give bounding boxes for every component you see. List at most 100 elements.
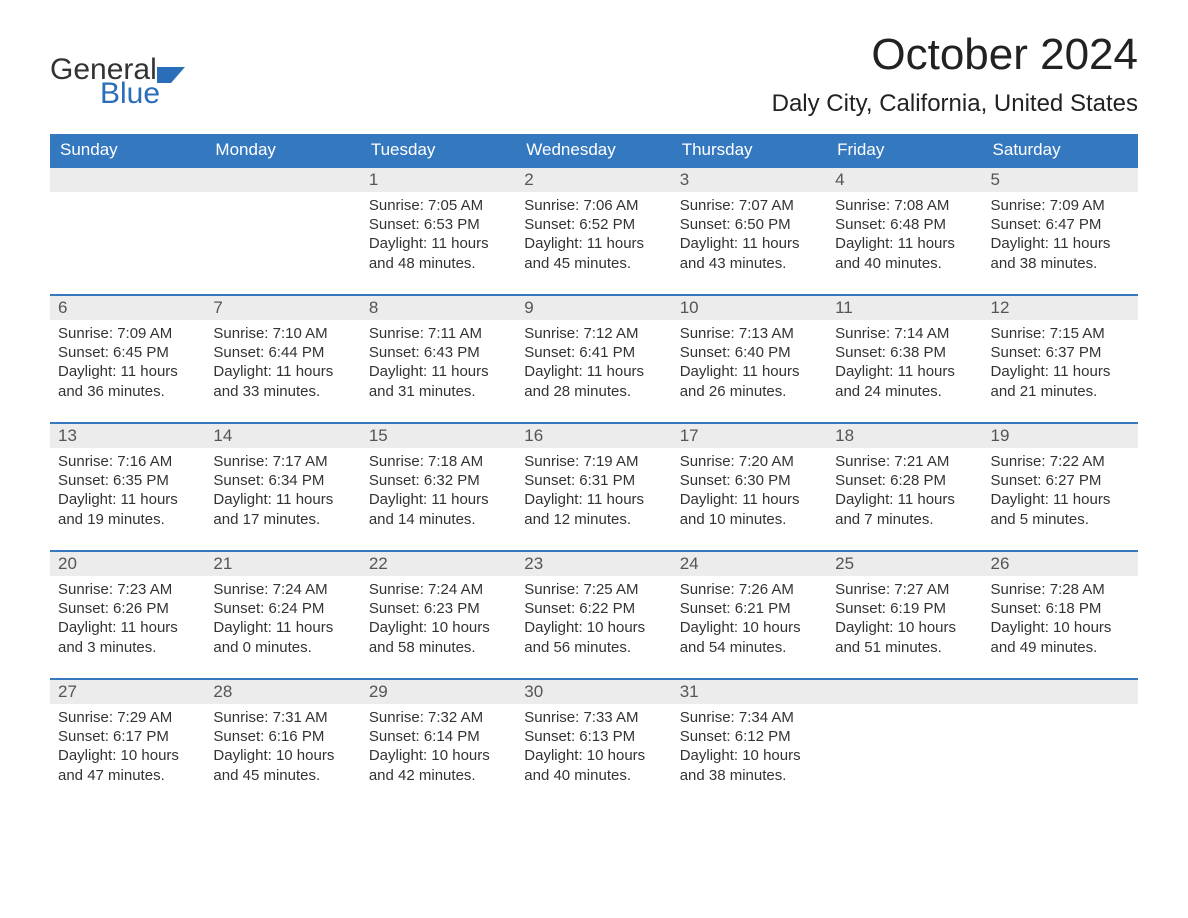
calendar-cell: 12Sunrise: 7:15 AMSunset: 6:37 PMDayligh… — [983, 295, 1138, 423]
day-body: Sunrise: 7:05 AMSunset: 6:53 PMDaylight:… — [361, 192, 516, 281]
day-body: Sunrise: 7:28 AMSunset: 6:18 PMDaylight:… — [983, 576, 1138, 665]
calendar-cell: 11Sunrise: 7:14 AMSunset: 6:38 PMDayligh… — [827, 295, 982, 423]
sunrise-text: Sunrise: 7:26 AM — [680, 580, 819, 599]
calendar-body: 1Sunrise: 7:05 AMSunset: 6:53 PMDaylight… — [50, 167, 1138, 807]
day-body: Sunrise: 7:24 AMSunset: 6:24 PMDaylight:… — [205, 576, 360, 665]
day-number: 15 — [361, 424, 516, 448]
calendar-head: SundayMondayTuesdayWednesdayThursdayFrid… — [50, 134, 1138, 167]
daylight-text: Daylight: 11 hours and 21 minutes. — [991, 362, 1130, 400]
sunset-text: Sunset: 6:21 PM — [680, 599, 819, 618]
daylight-text: Daylight: 10 hours and 51 minutes. — [835, 618, 974, 656]
sunset-text: Sunset: 6:50 PM — [680, 215, 819, 234]
day-body — [983, 704, 1138, 794]
daylight-text: Daylight: 11 hours and 43 minutes. — [680, 234, 819, 272]
day-body — [205, 192, 360, 282]
sunset-text: Sunset: 6:18 PM — [991, 599, 1130, 618]
sunrise-text: Sunrise: 7:19 AM — [524, 452, 663, 471]
calendar-cell: 20Sunrise: 7:23 AMSunset: 6:26 PMDayligh… — [50, 551, 205, 679]
sunset-text: Sunset: 6:28 PM — [835, 471, 974, 490]
daylight-text: Daylight: 10 hours and 47 minutes. — [58, 746, 197, 784]
sunrise-text: Sunrise: 7:24 AM — [213, 580, 352, 599]
daylight-text: Daylight: 10 hours and 40 minutes. — [524, 746, 663, 784]
logo-text: General Blue — [50, 55, 185, 109]
sunset-text: Sunset: 6:14 PM — [369, 727, 508, 746]
day-number: 24 — [672, 552, 827, 576]
sunrise-text: Sunrise: 7:33 AM — [524, 708, 663, 727]
day-number: 9 — [516, 296, 671, 320]
sunset-text: Sunset: 6:27 PM — [991, 471, 1130, 490]
calendar-cell — [205, 167, 360, 295]
title-block: October 2024 Daly City, California, Unit… — [772, 30, 1138, 128]
daylight-text: Daylight: 11 hours and 31 minutes. — [369, 362, 508, 400]
daylight-text: Daylight: 11 hours and 17 minutes. — [213, 490, 352, 528]
sunrise-text: Sunrise: 7:06 AM — [524, 196, 663, 215]
calendar-cell: 8Sunrise: 7:11 AMSunset: 6:43 PMDaylight… — [361, 295, 516, 423]
sunset-text: Sunset: 6:45 PM — [58, 343, 197, 362]
calendar-cell: 23Sunrise: 7:25 AMSunset: 6:22 PMDayligh… — [516, 551, 671, 679]
day-body: Sunrise: 7:10 AMSunset: 6:44 PMDaylight:… — [205, 320, 360, 409]
sunrise-text: Sunrise: 7:21 AM — [835, 452, 974, 471]
calendar-cell: 3 Sunrise: 7:07 AMSunset: 6:50 PMDaylight… — [672, 167, 827, 295]
sunset-text: Sunset: 6:22 PM — [524, 599, 663, 618]
daylight-text: Daylight: 11 hours and 40 minutes. — [835, 234, 974, 272]
day-number: 10 — [672, 296, 827, 320]
calendar-cell — [50, 167, 205, 295]
day-body — [827, 704, 982, 794]
daylight-text: Daylight: 11 hours and 12 minutes. — [524, 490, 663, 528]
sunrise-text: Sunrise: 7:17 AM — [213, 452, 352, 471]
calendar-cell: 14Sunrise: 7:17 AMSunset: 6:34 PMDayligh… — [205, 423, 360, 551]
calendar-cell: 31Sunrise: 7:34 AMSunset: 6:12 PMDayligh… — [672, 679, 827, 807]
day-body: Sunrise: 7:26 AMSunset: 6:21 PMDaylight:… — [672, 576, 827, 665]
day-number: 3 — [672, 168, 827, 192]
day-number: 29 — [361, 680, 516, 704]
daylight-text: Daylight: 11 hours and 48 minutes. — [369, 234, 508, 272]
sunset-text: Sunset: 6:47 PM — [991, 215, 1130, 234]
sunset-text: Sunset: 6:44 PM — [213, 343, 352, 362]
calendar-cell: 1Sunrise: 7:05 AMSunset: 6:53 PMDaylight… — [361, 167, 516, 295]
calendar-cell: 29Sunrise: 7:32 AMSunset: 6:14 PMDayligh… — [361, 679, 516, 807]
month-title: October 2024 — [772, 30, 1138, 80]
day-body: Sunrise: 7:18 AMSunset: 6:32 PMDaylight:… — [361, 448, 516, 537]
sunset-text: Sunset: 6:23 PM — [369, 599, 508, 618]
calendar-cell: 25Sunrise: 7:27 AMSunset: 6:19 PMDayligh… — [827, 551, 982, 679]
day-number: 25 — [827, 552, 982, 576]
calendar-cell: 16Sunrise: 7:19 AMSunset: 6:31 PMDayligh… — [516, 423, 671, 551]
sunrise-text: Sunrise: 7:31 AM — [213, 708, 352, 727]
column-header: Tuesday — [361, 134, 516, 167]
day-number: 17 — [672, 424, 827, 448]
sunrise-text: Sunrise: 7:16 AM — [58, 452, 197, 471]
logo: General Blue — [50, 55, 185, 109]
column-header: Wednesday — [516, 134, 671, 167]
calendar-cell: 28Sunrise: 7:31 AMSunset: 6:16 PMDayligh… — [205, 679, 360, 807]
day-body: Sunrise: 7:11 AMSunset: 6:43 PMDaylight:… — [361, 320, 516, 409]
day-body: Sunrise: 7:12 AMSunset: 6:41 PMDaylight:… — [516, 320, 671, 409]
sunrise-text: Sunrise: 7:18 AM — [369, 452, 508, 471]
sunset-text: Sunset: 6:34 PM — [213, 471, 352, 490]
day-body — [50, 192, 205, 282]
day-body: Sunrise: 7:32 AMSunset: 6:14 PMDaylight:… — [361, 704, 516, 793]
sunrise-text: Sunrise: 7:23 AM — [58, 580, 197, 599]
sunrise-text: Sunrise: 7:07 AM — [680, 196, 819, 215]
daylight-text: Daylight: 10 hours and 38 minutes. — [680, 746, 819, 784]
day-number — [50, 168, 205, 192]
daylight-text: Daylight: 11 hours and 45 minutes. — [524, 234, 663, 272]
sunset-text: Sunset: 6:37 PM — [991, 343, 1130, 362]
flag-icon — [157, 63, 185, 85]
day-number: 18 — [827, 424, 982, 448]
day-body: Sunrise: 7:15 AMSunset: 6:37 PMDaylight:… — [983, 320, 1138, 409]
sunrise-text: Sunrise: 7:09 AM — [991, 196, 1130, 215]
daylight-text: Daylight: 11 hours and 33 minutes. — [213, 362, 352, 400]
day-number: 12 — [983, 296, 1138, 320]
sunset-text: Sunset: 6:26 PM — [58, 599, 197, 618]
calendar-cell: 7Sunrise: 7:10 AMSunset: 6:44 PMDaylight… — [205, 295, 360, 423]
day-number: 5 — [983, 168, 1138, 192]
day-number: 4 — [827, 168, 982, 192]
daylight-text: Daylight: 10 hours and 56 minutes. — [524, 618, 663, 656]
day-number: 30 — [516, 680, 671, 704]
day-number: 6 — [50, 296, 205, 320]
day-number: 7 — [205, 296, 360, 320]
day-body: Sunrise: 7:33 AMSunset: 6:13 PMDaylight:… — [516, 704, 671, 793]
daylight-text: Daylight: 11 hours and 0 minutes. — [213, 618, 352, 656]
sunset-text: Sunset: 6:40 PM — [680, 343, 819, 362]
sunset-text: Sunset: 6:12 PM — [680, 727, 819, 746]
